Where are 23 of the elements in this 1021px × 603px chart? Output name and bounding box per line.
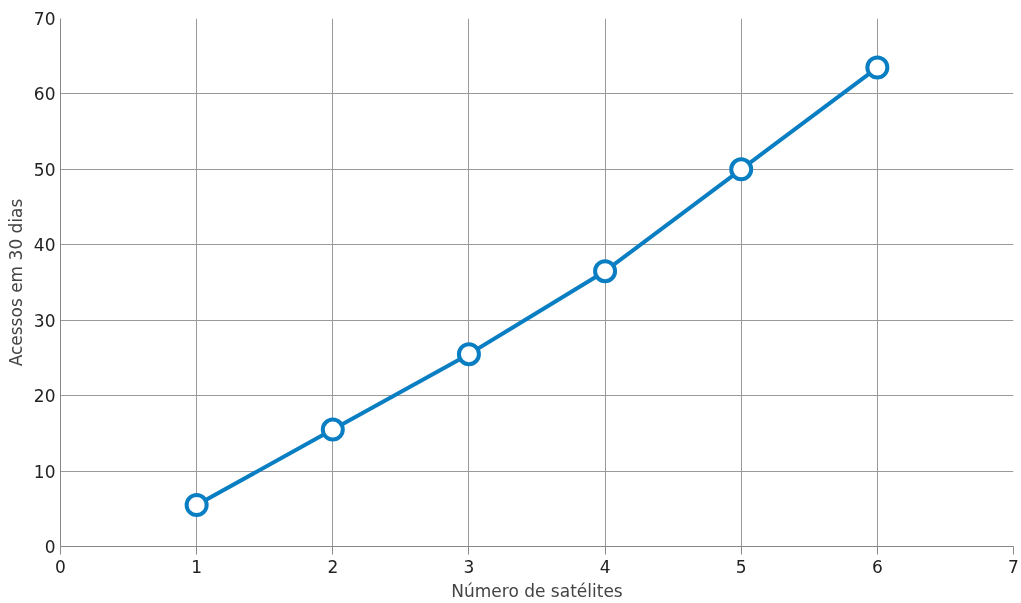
y-axis-title: Acessos em 30 dias (5, 198, 26, 367)
y-tick-label: 50 (33, 159, 56, 180)
point (320, 417, 345, 442)
x-axis-title: Número de satélites (451, 580, 623, 601)
point (184, 493, 209, 517)
y-tick-label: 20 (33, 386, 56, 407)
x-tick-label: 3 (463, 556, 475, 577)
x-tick-label: 6 (871, 556, 883, 577)
x-tick-label: 4 (599, 556, 611, 577)
x-tick-label: 1 (191, 556, 203, 577)
x-tick-label: 7 (1008, 556, 1019, 577)
y-tick-label: 10 (33, 461, 56, 482)
x-tick-label: 2 (327, 556, 339, 577)
x-tick-label: 5 (735, 556, 747, 577)
y-tick-label: 40 (33, 235, 56, 256)
y-tick-label: 60 (33, 84, 56, 105)
point (593, 259, 618, 284)
y-tick-label: 70 (33, 9, 56, 29)
point (865, 55, 890, 80)
point (456, 342, 481, 367)
point (729, 157, 754, 182)
y-tick-label: 30 (33, 310, 56, 331)
y-tick-label: 0 (44, 537, 56, 557)
